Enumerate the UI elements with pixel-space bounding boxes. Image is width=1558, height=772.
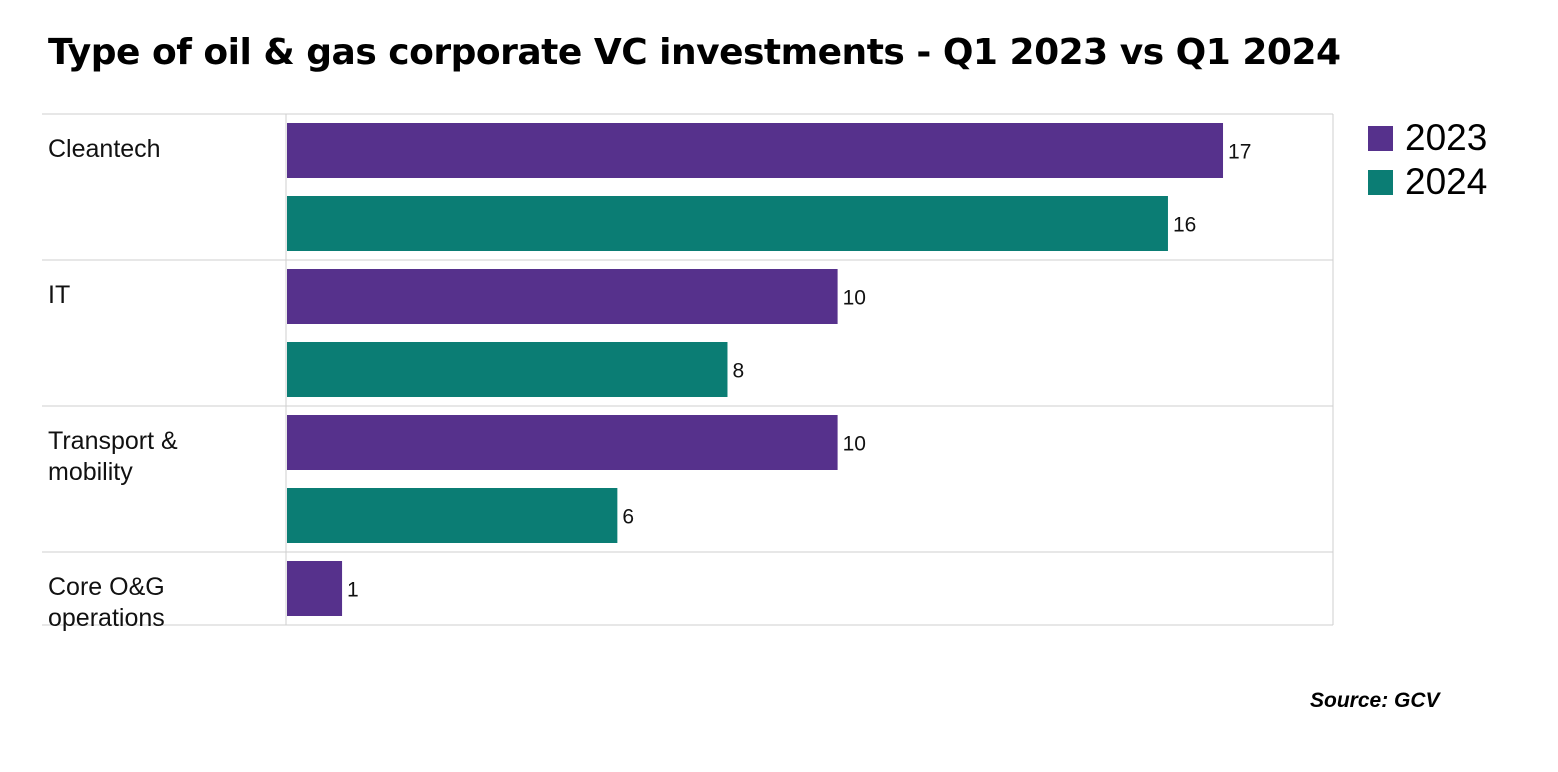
category-label: Transport & mobility (48, 427, 178, 486)
data-label: 6 (622, 506, 634, 529)
legend-item-2024: 2024 (1368, 160, 1487, 204)
legend-label-2023: 2023 (1405, 117, 1488, 158)
chart-title: Type of oil & gas corporate VC investmen… (48, 32, 1341, 73)
data-label: 10 (843, 287, 866, 310)
bar-2024 (287, 342, 728, 397)
legend-label-2024: 2024 (1405, 161, 1488, 202)
bar-2023 (287, 123, 1224, 178)
category-label: Cleantech (48, 135, 161, 163)
legend: 2023 2024 (1368, 116, 1487, 204)
legend-swatch-2023 (1368, 125, 1393, 151)
bar-2024 (287, 196, 1168, 251)
category-label: IT (48, 281, 70, 309)
bar-2023 (287, 269, 838, 324)
data-label: 1 (347, 579, 359, 602)
data-label: 10 (843, 433, 866, 456)
category-label: Core O&G operations (48, 573, 165, 632)
data-label: 17 (1228, 141, 1251, 164)
bar-2023 (287, 415, 838, 470)
source-note: Source: GCV (1310, 689, 1440, 712)
legend-swatch-2024 (1368, 169, 1393, 195)
bar-2023 (287, 561, 343, 616)
data-label: 8 (732, 360, 744, 383)
data-label: 16 (1173, 214, 1196, 237)
legend-item-2023: 2023 (1368, 116, 1487, 160)
bar-2024 (287, 488, 618, 543)
